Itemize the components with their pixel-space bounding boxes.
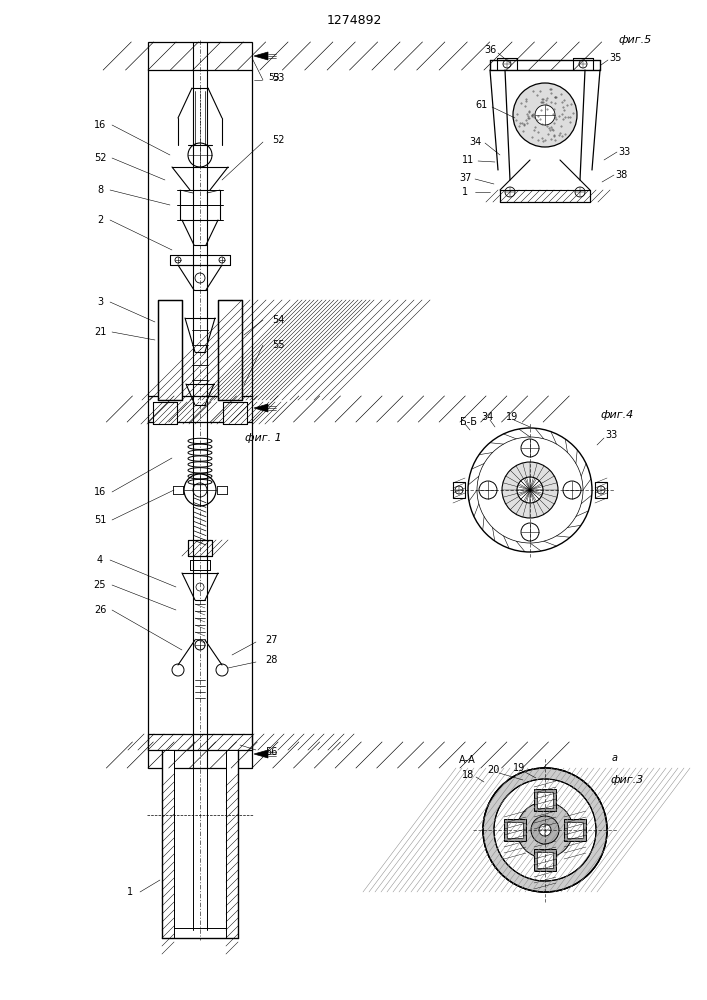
Bar [564, 819, 586, 841]
Text: 34: 34 [481, 412, 493, 422]
Text: 27: 27 [265, 635, 278, 645]
Text: 1274892: 1274892 [327, 13, 382, 26]
Text: a: a [612, 753, 618, 763]
Bar [537, 792, 553, 808]
Bar [504, 819, 526, 841]
Text: 36: 36 [484, 45, 496, 55]
Bar [500, 190, 590, 202]
Bar [148, 734, 252, 750]
Text: 11: 11 [462, 155, 474, 165]
Circle shape [517, 802, 573, 858]
Text: 25: 25 [94, 580, 106, 590]
Text: 52: 52 [272, 135, 284, 145]
Text: фиг.3: фиг.3 [610, 775, 643, 785]
Polygon shape [254, 750, 268, 758]
Text: А-А: А-А [459, 755, 476, 765]
Bar [223, 402, 247, 424]
Text: 61: 61 [476, 100, 488, 110]
Circle shape [513, 83, 577, 147]
Bar [153, 402, 177, 424]
Bar [148, 42, 252, 70]
Text: 53: 53 [268, 74, 279, 83]
Circle shape [517, 477, 543, 503]
Text: 53: 53 [272, 73, 284, 83]
Text: 3: 3 [97, 297, 103, 307]
Bar [534, 789, 556, 811]
Text: 52: 52 [94, 153, 106, 163]
Bar [218, 300, 242, 400]
Bar [226, 750, 238, 938]
Circle shape [531, 816, 559, 844]
Text: 20: 20 [487, 765, 499, 775]
Bar [534, 849, 556, 871]
Text: 26: 26 [94, 605, 106, 615]
Text: 28: 28 [265, 655, 277, 665]
Circle shape [502, 462, 558, 518]
Bar [595, 482, 607, 498]
Text: 38: 38 [615, 170, 627, 180]
Bar [158, 300, 182, 400]
Text: 35: 35 [609, 53, 621, 63]
Text: 21: 21 [94, 327, 106, 337]
Text: 1: 1 [462, 187, 468, 197]
Polygon shape [254, 404, 268, 412]
Bar [453, 482, 465, 498]
Text: фиг.4: фиг.4 [600, 410, 633, 420]
Bar [567, 822, 583, 838]
Bar [188, 540, 212, 556]
Text: 56: 56 [265, 747, 277, 757]
Text: 19: 19 [506, 412, 518, 422]
Text: 19: 19 [513, 763, 525, 773]
Text: 16: 16 [94, 120, 106, 130]
Circle shape [539, 824, 551, 836]
Text: 18: 18 [462, 770, 474, 780]
Circle shape [483, 768, 607, 892]
Bar [148, 396, 252, 422]
Polygon shape [254, 52, 268, 60]
Text: 54: 54 [272, 315, 284, 325]
Bar [162, 750, 174, 938]
Text: 4: 4 [97, 555, 103, 565]
Text: 51: 51 [94, 515, 106, 525]
Text: Б-Б: Б-Б [460, 417, 477, 427]
Text: 1: 1 [127, 887, 133, 897]
Text: 8: 8 [97, 185, 103, 195]
Bar [148, 742, 252, 768]
Text: 33: 33 [605, 430, 617, 440]
Text: 37: 37 [459, 173, 471, 183]
Text: фиг.5: фиг.5 [618, 35, 651, 45]
Text: 33: 33 [618, 147, 630, 157]
Circle shape [494, 779, 596, 881]
Bar [537, 852, 553, 868]
Circle shape [483, 768, 607, 892]
Text: 16: 16 [94, 487, 106, 497]
Circle shape [535, 105, 555, 125]
Text: 2: 2 [97, 215, 103, 225]
Text: 34: 34 [469, 137, 481, 147]
Text: фиг. 1: фиг. 1 [245, 433, 282, 443]
Bar [507, 822, 523, 838]
Text: 55: 55 [272, 340, 284, 350]
